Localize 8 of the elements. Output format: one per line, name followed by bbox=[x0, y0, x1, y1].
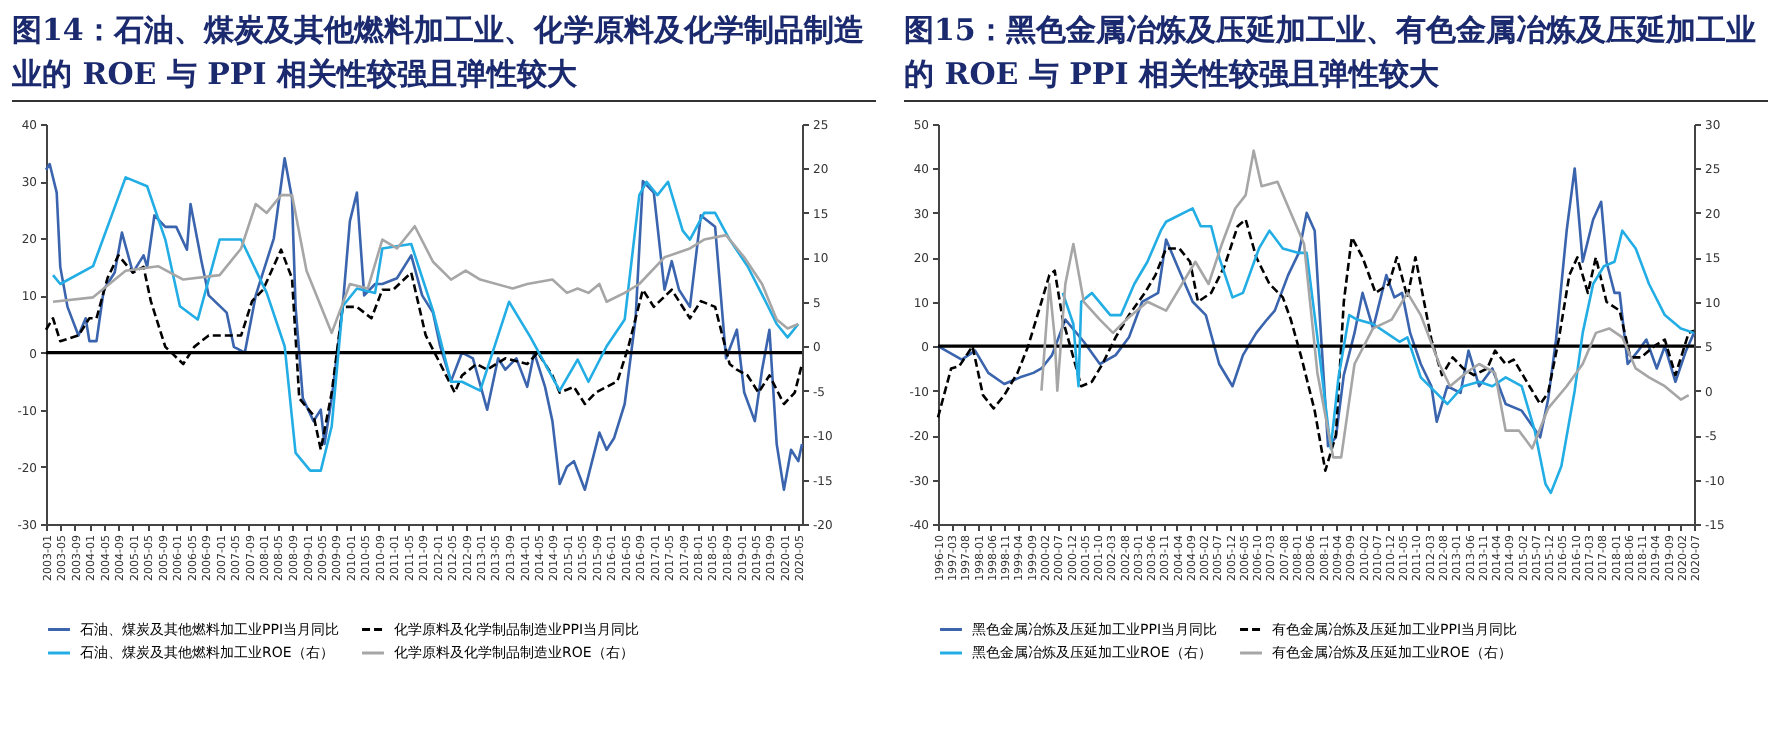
chart-title: 图15：黑色金属冶炼及压延加工业、有色金属冶炼及压延加工业的 ROE 与 PPI 相关性较强且弹性较大 bbox=[904, 8, 1768, 102]
line-series bbox=[936, 167, 1696, 448]
line-series bbox=[44, 248, 804, 452]
line-series bbox=[936, 218, 1696, 472]
line-series bbox=[1061, 207, 1696, 495]
line-series bbox=[51, 193, 800, 335]
chart-title: 图14：石油、煤炭及其他燃料加工业、化学原料及化学制品制造业的 ROE 与 PPI 相关性较强且弹性较大 bbox=[12, 8, 876, 102]
line-series bbox=[1040, 149, 1690, 459]
